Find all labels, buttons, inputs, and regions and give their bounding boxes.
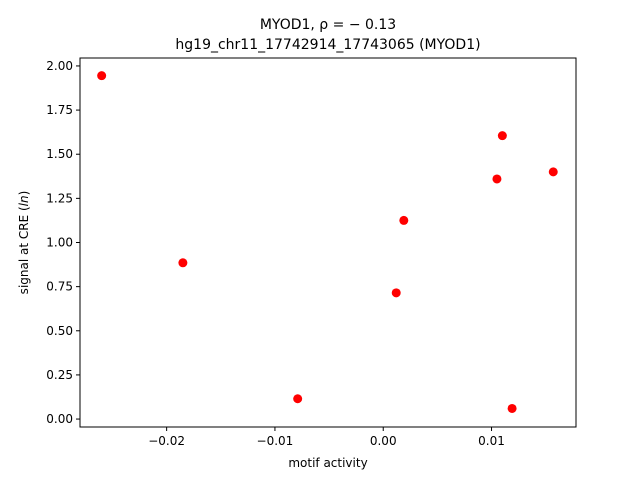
data-point <box>97 71 107 81</box>
y-axis-label-italic: ln <box>17 195 31 206</box>
data-point <box>507 403 517 413</box>
data-point <box>399 215 409 225</box>
y-tick-label: 1.00 <box>46 236 73 250</box>
y-tick-label: 1.50 <box>46 147 73 161</box>
data-point <box>497 131 507 141</box>
x-tick-label: 0.00 <box>370 434 397 448</box>
data-point <box>548 167 558 177</box>
data-point <box>178 258 188 268</box>
y-axis-label-suffix: ) <box>17 191 31 196</box>
x-tick-label: −0.01 <box>257 434 294 448</box>
x-tick-label: 0.01 <box>478 434 505 448</box>
y-axis-label: signal at CRE (ln) <box>17 191 31 295</box>
plot-frame <box>79 57 577 428</box>
data-point <box>293 394 303 404</box>
data-points <box>97 71 558 413</box>
y-axis-label-prefix: signal at CRE ( <box>17 206 31 294</box>
data-point <box>391 288 401 298</box>
y-tick-label: 0.50 <box>46 324 73 338</box>
y-tick-label: 0.75 <box>46 280 73 294</box>
data-point <box>492 174 502 184</box>
x-axis-label: motif activity <box>288 456 367 470</box>
chart-title-line1: MYOD1, ρ = − 0.13 <box>260 17 396 33</box>
y-tick-label: 0.00 <box>46 412 73 426</box>
axis-ticks: −0.02 −0.01 0.00 0.01 0.00 0.25 0.50 0.75 1.00 1.… <box>46 59 505 448</box>
y-tick-label: 1.75 <box>46 103 73 117</box>
chart-title-line2: hg19_chr11_17742914_17743065 (MYOD1) <box>175 37 480 53</box>
y-tick-label: 1.25 <box>46 191 73 205</box>
y-tick-label: 0.25 <box>46 368 73 382</box>
x-tick-label: −0.02 <box>148 434 185 448</box>
y-tick-label: 2.00 <box>46 59 73 73</box>
